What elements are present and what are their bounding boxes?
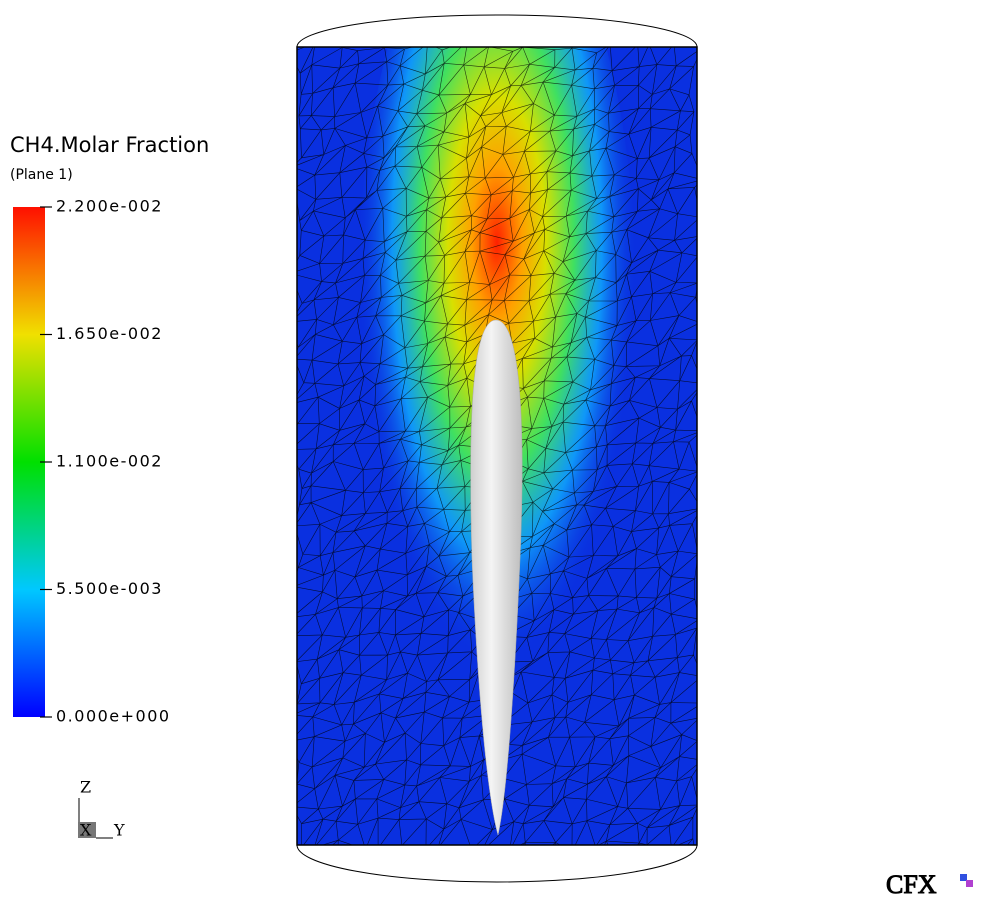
cylinder [296,14,698,883]
legend-tick-label: 1.650e-002 [56,324,163,343]
legend-subtitle: (Plane 1) [10,167,73,183]
legend-tick-label: 2.200e-002 [56,197,163,216]
axis-z: Z [80,778,91,797]
legend-tick-label: 0.000e+000 [56,707,171,726]
legend-tick-label: 5.500e-003 [56,579,163,598]
logo: CFX [886,870,937,899]
axis-x: X [80,821,92,840]
color-bar [13,207,45,717]
legend: CH4.Molar Fraction (Plane 1) 2.200e-002 1… [10,133,209,726]
axis-triad: Z X Y [78,778,125,840]
legend-title: CH4.Molar Fraction [10,133,209,157]
axis-y: Y [113,821,125,840]
legend-tick-label: 1.100e-002 [56,452,163,471]
